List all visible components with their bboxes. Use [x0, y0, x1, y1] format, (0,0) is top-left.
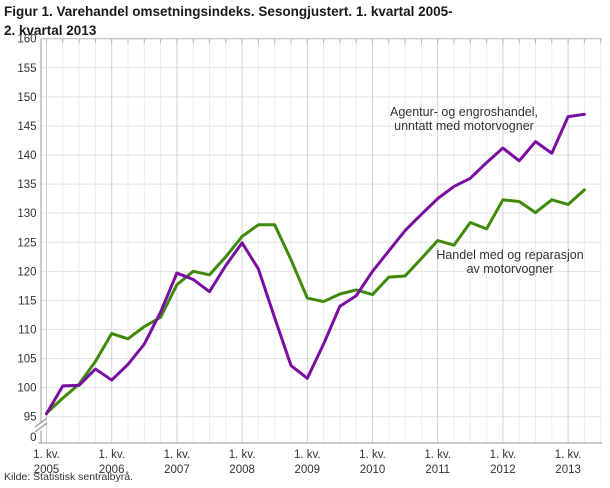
y-tick-label: 105 [17, 354, 36, 366]
x-tick-year-label: 2008 [229, 464, 255, 476]
y-tick-label: 150 [17, 92, 36, 104]
figure-title-line-2: 2. kvartal 2013 [4, 23, 97, 38]
x-tick-year-label: 2005 [34, 464, 60, 476]
x-tick-year-label: 2010 [360, 464, 386, 476]
axis-break-mark [34, 417, 48, 428]
x-tick-year-label: 2007 [164, 464, 190, 476]
axis-break-mark [34, 422, 48, 433]
y-zero-label: 0 [30, 432, 36, 444]
series-label-engroshandel-line-2: unntatt med motorvogner [394, 118, 534, 133]
series-line-engroshandel [45, 112, 586, 416]
x-tick-quarter-label: 1. kv. [164, 449, 191, 461]
x-tick-quarter-label: 1. kv. [555, 449, 582, 461]
y-tick-label: 140 [17, 150, 36, 162]
y-tick-label: 160 [17, 34, 36, 46]
y-tick-label: 110 [18, 324, 36, 336]
series-label-motorvogner-line-1: Handel med og reparasjon [436, 248, 584, 262]
x-tick-year-label: 2006 [99, 464, 125, 476]
x-tick-quarter-label: 1. kv. [424, 449, 451, 461]
source-note: Kilde: Statistisk sentralbyrå. [4, 471, 133, 483]
y-tick-label: 125 [17, 237, 36, 249]
series-label-engroshandel: Agentur- og engroshandel, unntatt med mo… [344, 105, 584, 133]
series-label-engroshandel-line-1: Agentur- og engroshandel, [389, 105, 539, 119]
y-tick-label: 100 [17, 383, 36, 395]
y-tick-label: 135 [17, 179, 36, 191]
axis-break-gap [37, 422, 45, 431]
y-tick-label: 120 [17, 266, 36, 278]
series-label-motorvogner: Handel med og reparasjon av motorvogner [390, 248, 610, 276]
figure-title: Figur 1. Varehandel omsetningsindeks. Se… [4, 2, 606, 40]
x-tick-year-label: 2012 [490, 464, 516, 476]
y-tick-label: 155 [17, 63, 36, 75]
x-tick-year-label: 2009 [295, 464, 321, 476]
x-tick-quarter-label: 1. kv. [98, 449, 125, 461]
y-tick-label: 95 [24, 412, 37, 424]
series-label-motorvogner-line-2: av motorvogner [466, 261, 554, 276]
x-tick-year-label: 2013 [555, 464, 581, 476]
x-tick-quarter-label: 1. kv. [33, 449, 60, 461]
y-tick-label: 130 [17, 208, 36, 220]
x-tick-quarter-label: 1. kv. [229, 449, 256, 461]
x-tick-quarter-label: 1. kv. [294, 449, 321, 461]
x-tick-quarter-label: 1. kv. [359, 449, 386, 461]
x-tick-year-label: 2011 [425, 464, 450, 476]
series-line-motorvogner [45, 188, 586, 415]
y-tick-label: 145 [17, 121, 36, 133]
figure-title-line-1: Figur 1. Varehandel omsetningsindeks. Se… [4, 4, 453, 19]
x-tick-quarter-label: 1. kv. [490, 449, 517, 461]
y-tick-label: 115 [18, 295, 36, 307]
